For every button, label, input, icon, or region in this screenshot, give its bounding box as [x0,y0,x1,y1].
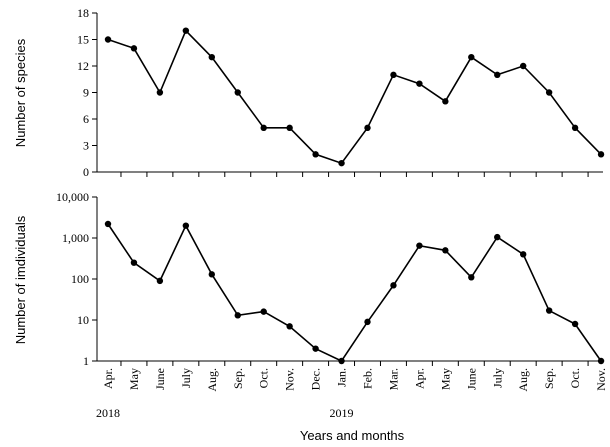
data-point-1 [597,151,605,158]
x-category-label: July [490,368,504,388]
x-category-label: Oct. [257,368,271,388]
x-category-label: Oct. [568,368,582,388]
data-point-2 [208,271,215,278]
data-point-1 [520,62,527,70]
data-point-1 [442,98,449,105]
year-label: 2019 [330,406,354,420]
data-point-1 [364,124,371,132]
y-tick-label-2: 10 [77,313,89,327]
y-tick-label-1: 9 [83,86,89,100]
y-tick-label-1: 18 [77,6,89,20]
y-tick-label-1: 6 [83,112,89,126]
x-category-label: Mar. [386,368,400,390]
x-category-label: Nov. [283,368,297,391]
data-point-1 [130,45,138,52]
series-line-1 [107,29,602,165]
data-point-2 [338,357,345,365]
data-point-1 [338,159,345,167]
data-point-2 [416,242,423,249]
x-category-label: May [127,368,141,390]
data-point-1 [208,53,215,61]
x-category-label: Apr. [101,368,115,389]
bottom-ylabel: Number of imdividuals [13,215,28,344]
data-point-2 [520,251,527,258]
x-category-label: Apr. [412,368,426,389]
xlabel: Years and months [300,428,405,443]
data-point-2 [545,307,553,314]
data-point-2 [571,320,579,328]
data-point-2 [442,247,449,254]
data-point-1 [234,89,241,96]
data-point-2 [597,357,605,365]
y-tick-label-2: 1 [83,354,89,368]
data-point-2 [312,345,319,352]
data-point-1 [104,36,112,43]
x-category-label: Sep. [542,368,556,389]
data-point-1 [156,89,164,96]
data-point-2 [182,222,190,229]
y-tick-label-2: 1,000 [62,231,89,245]
year-label: 2018 [96,406,120,420]
y-tick-label-1: 15 [77,33,89,47]
x-category-label: Nov. [594,368,608,391]
x-category-label: May [438,368,452,390]
data-point-2 [390,282,397,289]
x-category-label: Dec. [309,368,323,390]
x-category-label: Feb. [361,368,375,389]
x-category-label: Jan. [335,368,349,387]
y-tick-label-2: 10,000 [56,190,89,204]
x-category-label: July [179,368,193,388]
data-point-1 [545,89,553,96]
data-point-2 [468,274,475,281]
data-point-2 [260,308,267,315]
data-point-2 [156,277,164,285]
data-point-2 [494,233,501,241]
data-point-1 [260,124,267,132]
data-point-1 [390,71,397,79]
x-category-label: June [464,368,478,390]
data-point-2 [130,259,138,266]
data-point-2 [364,318,371,326]
y-tick-label-1: 3 [83,139,89,153]
x-category-label: June [153,368,167,390]
y-tick-label-1: 12 [77,59,89,73]
data-point-2 [234,312,241,319]
x-category-label: Sep. [231,368,245,389]
x-category-label: Aug. [205,368,219,392]
y-tick-label-1: 0 [83,165,89,179]
data-point-1 [312,151,319,158]
data-point-2 [104,220,112,228]
plot-layer: 0 3 6 9 12 15 18 1 10 100 1,000 10,000 Apr. May June Ju… [56,6,608,420]
data-point-1 [494,71,501,79]
data-point-1 [468,53,475,61]
data-point-1 [416,80,423,87]
data-point-1 [182,27,190,34]
data-point-2 [286,323,293,330]
top-ylabel: Number of species [13,38,28,147]
y-tick-label-2: 100 [71,272,89,286]
data-point-1 [571,124,579,132]
data-point-1 [286,124,293,132]
x-category-label: Aug. [516,368,530,392]
series-line-2 [107,223,602,363]
